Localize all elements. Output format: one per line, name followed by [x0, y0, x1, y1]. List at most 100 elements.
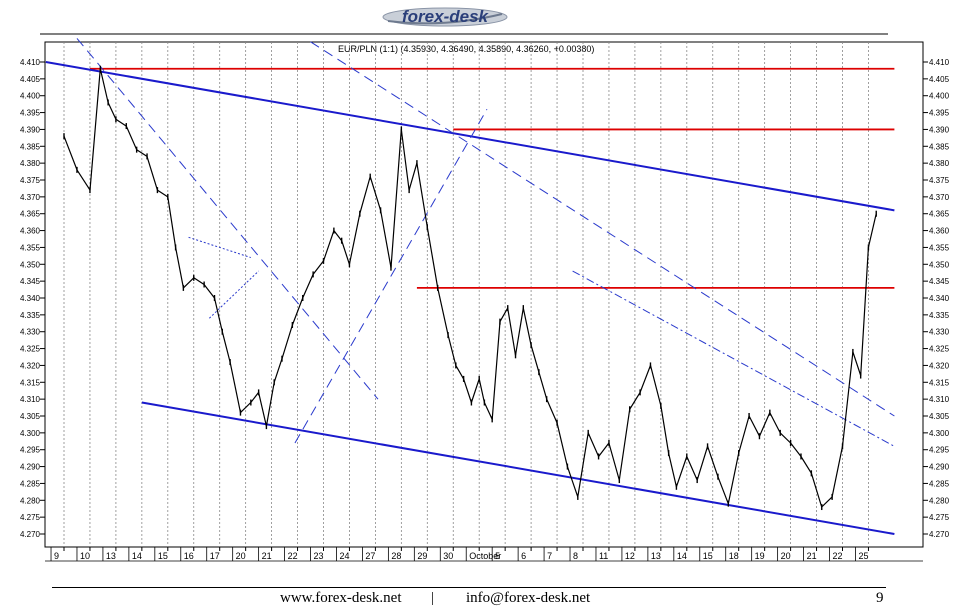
y-axis-left: 4.410 4.405 4.400 4.395 4.390 4.385 4.380 4.375… [20, 58, 41, 539]
y-tick-label-right: 4.335 [929, 311, 950, 320]
y-tick-label-left: 4.290 [20, 463, 41, 472]
y-tick-label-left: 4.280 [20, 496, 41, 505]
y-tick-label-left: 4.340 [20, 294, 41, 303]
y-tick-label-left: 4.390 [20, 125, 41, 134]
y-tick-label-right: 4.320 [929, 361, 950, 370]
y-tick-label-left: 4.285 [20, 479, 41, 488]
y-tick-label-right: 4.285 [929, 479, 950, 488]
footer-email-link[interactable]: info@forex-desk.net [466, 590, 591, 606]
y-tick-label-right: 4.385 [929, 142, 950, 151]
y-tick-label-right: 4.290 [929, 463, 950, 472]
channel-line [141, 401, 895, 535]
axis-ticks [40, 61, 928, 562]
y-tick-label-left: 4.295 [20, 446, 41, 455]
x-tick-label: 15 [703, 551, 713, 561]
y-tick-label-right: 4.375 [929, 176, 950, 185]
footer-separator: | [431, 590, 435, 606]
dotted-trend-line [208, 270, 259, 319]
x-tick-label: 29 [417, 551, 427, 561]
y-tick-label-right: 4.360 [929, 227, 950, 236]
y-tick-label-right: 4.270 [929, 530, 950, 539]
y-tick-label-right: 4.340 [929, 294, 950, 303]
y-tick-label-left: 4.365 [20, 210, 41, 219]
y-tick-label-right: 4.300 [929, 429, 950, 438]
y-tick-label-left: 4.315 [20, 378, 41, 387]
y-tick-label-left: 4.410 [20, 58, 41, 67]
x-tick-label: 19 [755, 551, 765, 561]
x-tick-label: 17 [210, 551, 220, 561]
y-tick-label-right: 4.315 [929, 378, 950, 387]
dotted-trend-line [188, 236, 251, 259]
x-tick-label: 7 [547, 551, 552, 561]
y-tick-label-left: 4.385 [20, 142, 41, 151]
x-tick-label: 20 [236, 551, 246, 561]
dashed-trend-line [310, 41, 895, 417]
y-tick-label-left: 4.380 [20, 159, 41, 168]
y-tick-label-left: 4.370 [20, 193, 41, 202]
x-tick-label: 15 [158, 551, 168, 561]
y-tick-label-left: 4.350 [20, 260, 41, 269]
x-tick-label: 11 [599, 551, 608, 561]
x-tick-label: October [469, 551, 501, 561]
x-tick-label: 13 [651, 551, 661, 561]
x-tick-label: 8 [573, 551, 578, 561]
x-tick-label: 12 [625, 551, 635, 561]
y-tick-label-left: 4.400 [20, 92, 41, 101]
y-tick-label-left: 4.305 [20, 412, 41, 421]
y-tick-label-left: 4.360 [20, 227, 41, 236]
x-tick-label: 21 [807, 551, 817, 561]
y-tick-label-right: 4.400 [929, 92, 950, 101]
x-tick-label: 13 [106, 551, 116, 561]
y-tick-label-right: 4.365 [929, 210, 950, 219]
forex-desk-logo: forex-desk [382, 4, 508, 28]
y-tick-label-left: 4.320 [20, 361, 41, 370]
price-series [63, 65, 877, 511]
x-tick-label: 22 [833, 551, 843, 561]
y-tick-label-right: 4.370 [929, 193, 950, 202]
y-tick-label-left: 4.395 [20, 109, 41, 118]
x-tick-label: 21 [262, 551, 272, 561]
y-tick-label-right: 4.330 [929, 328, 950, 337]
x-tick-label: 23 [314, 551, 324, 561]
chart-title: EUR/PLN (1:1) (4.35930, 4.36490, 4.35890… [338, 44, 594, 54]
dashdot-trend-line [572, 270, 895, 447]
dashed-trend-line [76, 38, 379, 400]
y-tick-label-right: 4.345 [929, 277, 950, 286]
x-tick-label: 9 [54, 551, 59, 561]
y-tick-label-left: 4.270 [20, 530, 41, 539]
y-tick-label-left: 4.355 [20, 243, 41, 252]
trend-lines [45, 38, 895, 535]
y-tick-label-left: 4.375 [20, 176, 41, 185]
x-tick-label: 14 [132, 551, 142, 561]
x-tick-label: 14 [677, 551, 687, 561]
y-tick-label-right: 4.380 [929, 159, 950, 168]
y-tick-label-left: 4.330 [20, 328, 41, 337]
x-tick-label: 18 [729, 551, 739, 561]
x-tick-label: 28 [391, 551, 401, 561]
x-tick-label: 25 [858, 551, 868, 561]
plot-frame [44, 41, 924, 548]
footer-rule [52, 587, 886, 588]
channel-line [45, 61, 895, 212]
x-tick-label: 16 [184, 551, 194, 561]
footer-website-link[interactable]: www.forex-desk.net [280, 590, 402, 606]
x-tick-label: 5 [495, 551, 500, 561]
gridlines [63, 42, 869, 547]
y-tick-label-right: 4.325 [929, 345, 950, 354]
dashed-trend-line [294, 108, 488, 444]
x-tick-label: 22 [288, 551, 298, 561]
y-tick-label-right: 4.390 [929, 125, 950, 134]
y-tick-label-left: 4.335 [20, 311, 41, 320]
y-tick-label-left: 4.275 [20, 513, 41, 522]
y-tick-label-left: 4.310 [20, 395, 41, 404]
logo-swoosh-icon: forex-desk [382, 7, 508, 27]
y-tick-label-left: 4.345 [20, 277, 41, 286]
x-tick-label: 27 [365, 551, 375, 561]
y-tick-label-left: 4.325 [20, 345, 41, 354]
y-axis-right: 4.410 4.405 4.400 4.395 4.390 4.385 4.380 4.375… [929, 58, 950, 539]
svg-text:forex-desk: forex-desk [402, 7, 490, 26]
y-tick-label-right: 4.410 [929, 58, 950, 67]
y-tick-label-left: 4.300 [20, 429, 41, 438]
x-tick-label: 30 [443, 551, 453, 561]
